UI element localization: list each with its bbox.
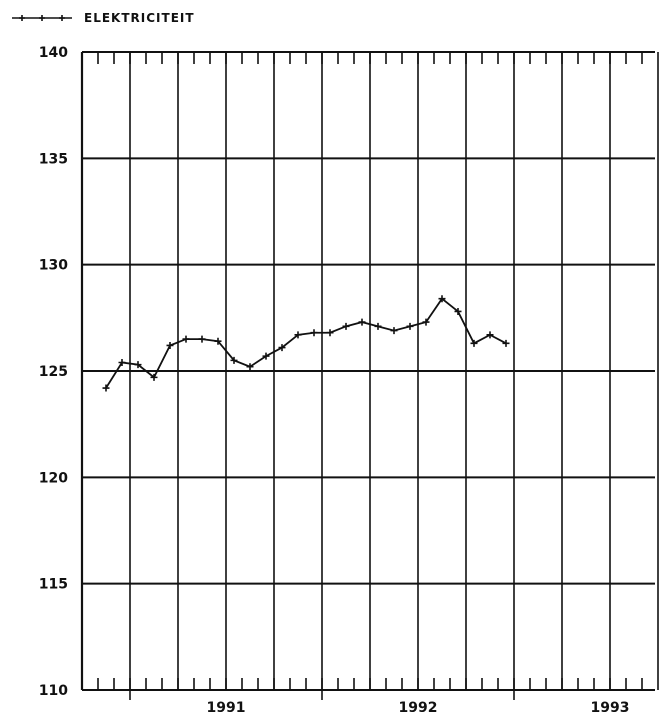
data-point <box>486 331 494 339</box>
data-point <box>342 322 350 330</box>
year-label: 1993 <box>591 700 630 716</box>
data-point <box>262 352 270 360</box>
data-point <box>390 327 398 335</box>
data-point <box>502 339 510 347</box>
series-layer <box>102 295 510 392</box>
y-tick-label: 110 <box>39 683 68 699</box>
y-tick-labels: 110 115 120 125 130 135 140 <box>39 45 68 699</box>
y-tick-label: 130 <box>39 258 68 274</box>
data-point <box>406 322 414 330</box>
data-point <box>326 329 334 337</box>
y-tick-label: 120 <box>39 470 68 486</box>
y-tick-label: 140 <box>39 45 68 61</box>
y-tick-label: 125 <box>39 364 68 380</box>
series-line <box>105 297 507 389</box>
legend-label: ELEKTRICITEIT <box>84 11 195 25</box>
data-point <box>166 341 174 349</box>
data-point <box>310 329 318 337</box>
year-label: 1992 <box>399 700 438 716</box>
legend: ELEKTRICITEIT <box>12 11 195 25</box>
data-point <box>102 384 110 392</box>
legend-marker <box>59 15 65 21</box>
data-point <box>246 363 254 371</box>
data-point <box>118 358 126 366</box>
y-tick-label: 135 <box>39 151 68 167</box>
plot-grid <box>80 51 659 691</box>
legend-marker <box>39 15 45 21</box>
legend-marker <box>19 15 25 21</box>
data-point <box>230 356 238 364</box>
data-point <box>470 339 478 347</box>
data-point <box>438 295 446 303</box>
year-label: 1991 <box>207 700 246 716</box>
data-point <box>454 307 462 315</box>
data-point <box>358 318 366 326</box>
x-tick-marks <box>97 52 643 700</box>
data-point <box>134 361 142 369</box>
data-point <box>198 335 206 343</box>
data-point <box>150 373 158 381</box>
data-point <box>278 344 286 352</box>
year-labels: 1991 1992 1993 <box>207 700 630 716</box>
data-point <box>294 331 302 339</box>
data-point <box>422 318 430 326</box>
data-point <box>182 335 190 343</box>
data-point <box>374 322 382 330</box>
y-tick-label: 115 <box>39 577 68 593</box>
data-point <box>214 337 222 345</box>
legend-markers <box>19 15 65 21</box>
